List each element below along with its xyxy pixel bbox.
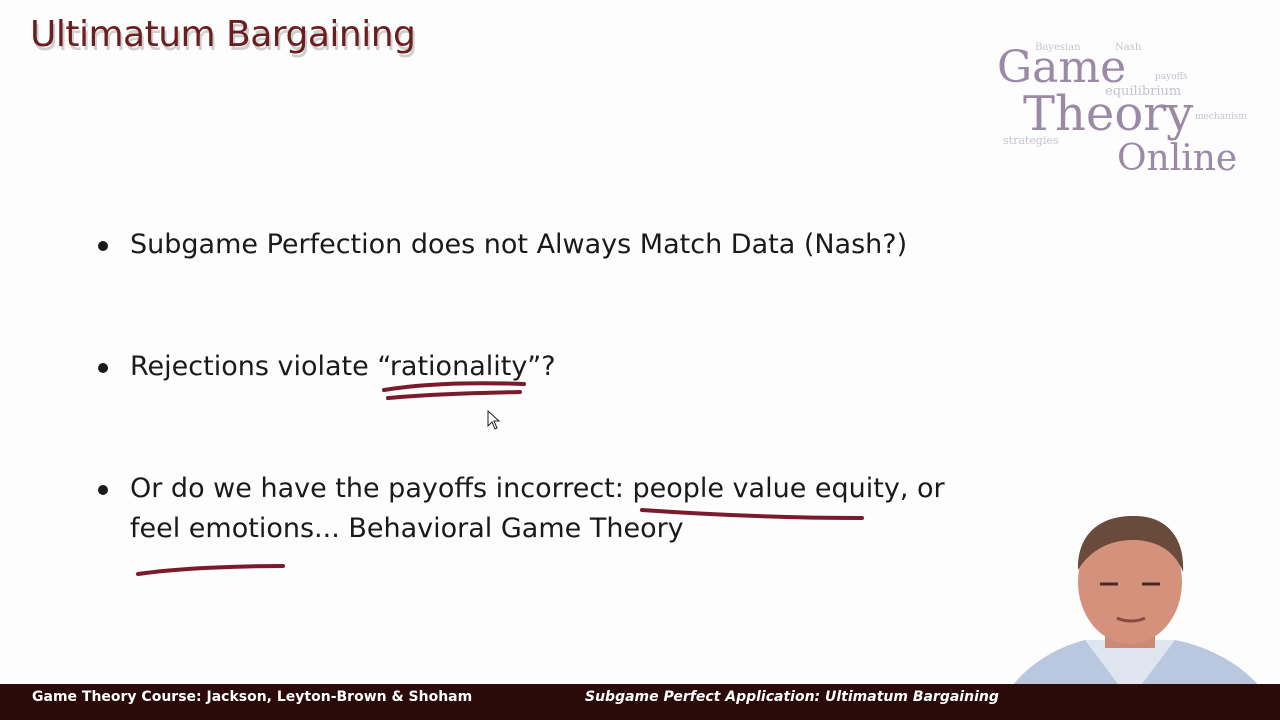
logo-word-online: Online bbox=[1117, 138, 1238, 179]
bullet-text-line1: Or do we have the payoffs incorrect: peo… bbox=[130, 469, 945, 509]
logo-cloud-word: mechanism bbox=[1195, 112, 1247, 122]
mouse-cursor-icon bbox=[487, 410, 501, 430]
logo-cloud-word: payoffs bbox=[1155, 72, 1188, 82]
bullet-dot bbox=[98, 363, 108, 373]
bullet-text-highlight: feel emotions... bbox=[130, 513, 340, 544]
logo-cloud-word: Nash bbox=[1115, 42, 1142, 53]
footer-course-credit: Game Theory Course: Jackson, Leyton-Brow… bbox=[32, 689, 473, 705]
logo-cloud-word: equilibrium bbox=[1105, 84, 1182, 99]
footer-lecture-title: Subgame Perfect Application: Ultimatum B… bbox=[585, 689, 999, 705]
underline-people-value-equity bbox=[640, 508, 864, 520]
bullet-text-highlight: “rationality” bbox=[377, 351, 542, 382]
bullet-text-suffix: Behavioral Game Theory bbox=[339, 513, 684, 544]
bullet-text: Rejections violate “rationality”? bbox=[130, 347, 556, 387]
bullet-dot bbox=[98, 485, 108, 495]
logo-word-game: Game bbox=[997, 42, 1127, 93]
bullet-text-highlight: people value equity bbox=[632, 473, 900, 504]
underline-rationality bbox=[382, 381, 526, 400]
bullet-text-line2: feel emotions... Behavioral Game Theory bbox=[130, 509, 684, 549]
underline-feel-emotions bbox=[136, 564, 285, 576]
bullet-text-prefix: Rejections violate bbox=[130, 351, 378, 382]
bullet-text-suffix: ? bbox=[541, 351, 556, 382]
slide-title-shadow: Ultimatum Bargaining bbox=[32, 18, 418, 59]
logo-cloud-word: strategies bbox=[1003, 134, 1059, 147]
game-theory-online-logo: Bayesian Nash equilibrium strategies pay… bbox=[995, 28, 1265, 188]
logo-word-theory: Theory bbox=[1023, 86, 1194, 142]
bullet-text: Subgame Perfection does not Always Match… bbox=[130, 229, 908, 260]
bullet-text-prefix: Or do we have the payoffs incorrect: bbox=[130, 473, 633, 504]
slide-title: Ultimatum Bargaining bbox=[30, 14, 416, 55]
bullet-dot bbox=[98, 241, 108, 251]
footer-bar bbox=[0, 684, 1280, 720]
bullet-text-suffix: , or bbox=[899, 473, 945, 504]
logo-cloud-word: Bayesian bbox=[1035, 42, 1081, 53]
